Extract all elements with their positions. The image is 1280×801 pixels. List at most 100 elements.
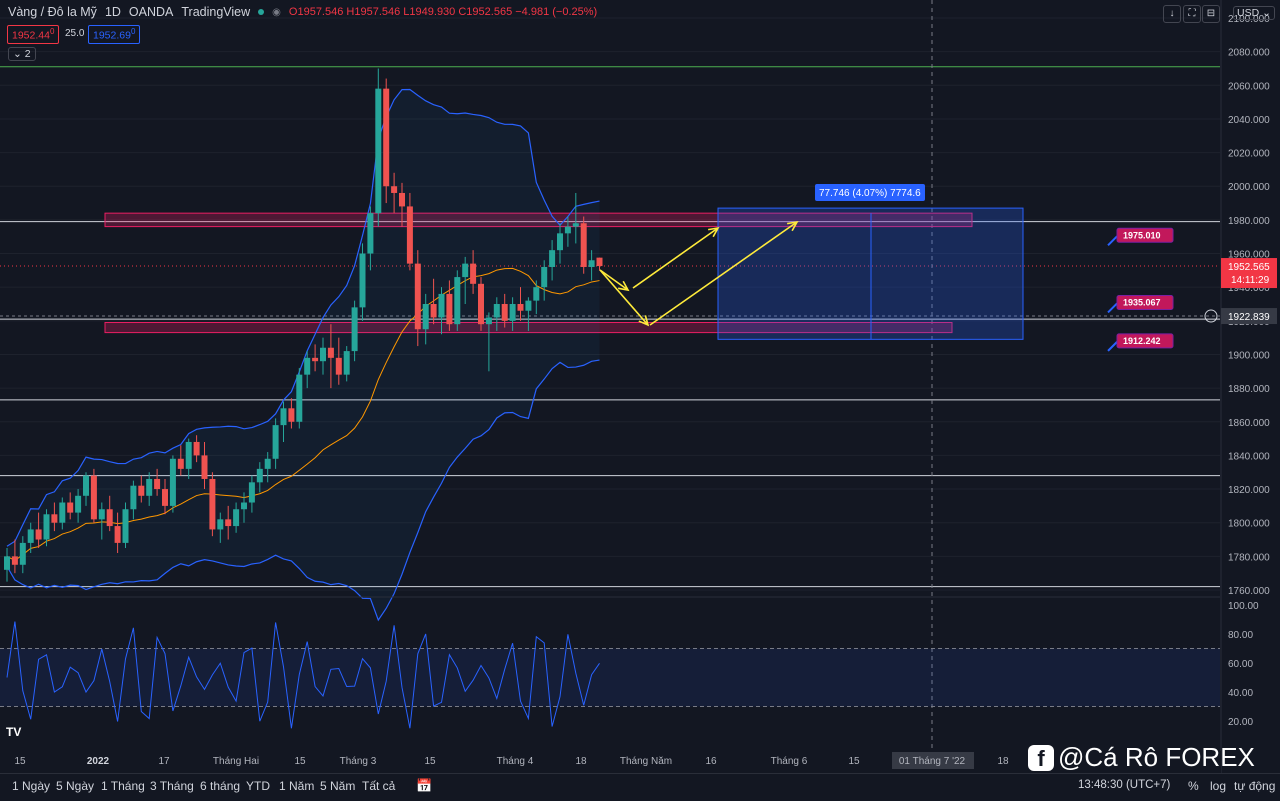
timeframe-button[interactable]: 1 Ngày [12,779,51,793]
interval[interactable]: 1D [104,5,121,19]
trend-arrow[interactable] [632,227,719,289]
candle[interactable] [225,519,232,527]
candle[interactable] [564,226,571,234]
moving-average[interactable] [6,267,600,562]
candle[interactable] [130,485,137,510]
price-axis[interactable] [1221,0,1280,773]
candle[interactable] [327,347,334,358]
candle[interactable] [391,186,398,193]
plus-icon[interactable] [1204,309,1218,323]
candle[interactable] [596,257,603,267]
candle[interactable] [549,250,556,267]
candle[interactable] [185,441,192,469]
candle[interactable] [67,502,74,513]
candle[interactable] [98,509,105,520]
candle[interactable] [517,304,524,311]
candle[interactable] [296,374,303,422]
candle[interactable] [177,458,184,469]
candle[interactable] [580,223,587,267]
candle[interactable] [462,263,469,278]
candle[interactable] [351,307,358,352]
candle[interactable] [406,206,413,264]
candle[interactable] [19,542,26,565]
trend-arrow[interactable] [649,221,798,326]
level-label-bg[interactable] [1116,227,1174,243]
candle[interactable] [588,260,595,267]
rsi-line[interactable] [6,621,600,729]
candle[interactable] [27,529,34,543]
symbol-name[interactable]: Vàng / Đô la Mỹ [8,5,97,19]
candle[interactable] [75,495,82,513]
timeframe-button[interactable]: 1 Năm [279,779,315,793]
indicators-toggle[interactable]: ⌄ 2 [8,47,36,61]
candle[interactable] [501,304,508,321]
candle[interactable] [320,347,326,362]
timeframe-button[interactable]: 1 Tháng [101,779,145,793]
log-toggle[interactable]: log [1210,779,1227,793]
candle[interactable] [51,514,58,523]
candle[interactable] [169,458,176,506]
candle[interactable] [11,556,18,565]
eye-icon[interactable]: ◉ [272,6,281,18]
trend-arrow[interactable] [599,269,629,291]
resistance-zone[interactable] [104,212,973,228]
candle[interactable] [509,304,516,321]
candle[interactable] [572,223,579,227]
candle[interactable] [525,300,532,311]
candle[interactable] [83,475,89,496]
candle[interactable] [343,351,350,375]
candle[interactable] [193,441,200,456]
candle[interactable] [375,88,382,214]
auto-toggle[interactable]: tự động [1234,779,1276,793]
arrow-down-icon[interactable]: ↓ [1163,5,1181,23]
candle[interactable] [114,526,121,543]
candle[interactable] [335,357,342,375]
candle[interactable] [59,502,66,523]
timeframe-button[interactable]: 3 Tháng [150,779,194,793]
trend-arrow[interactable] [599,269,649,326]
ask-price-button[interactable]: 1952.690 [88,25,141,44]
candle[interactable] [217,519,224,530]
candle[interactable] [241,502,247,510]
clock[interactable]: 13:48:30 (UTC+7) [1078,779,1171,791]
candle[interactable] [478,283,484,325]
candle[interactable] [4,556,10,570]
candle[interactable] [256,468,263,483]
candle[interactable] [312,357,319,362]
candle[interactable] [146,478,153,496]
candle[interactable] [280,408,287,426]
candle[interactable] [90,475,97,520]
candle[interactable] [35,529,42,540]
candle[interactable] [446,293,453,325]
candle[interactable] [233,509,240,527]
currency-selector[interactable]: USD ⌄ [1233,6,1275,20]
candle[interactable] [201,455,208,479]
collapse-icon[interactable]: ⊟ [1202,5,1220,23]
candle[interactable] [367,213,374,254]
timeframe-button[interactable]: 5 Ngày [56,779,95,793]
candle[interactable] [557,233,563,251]
candle[interactable] [430,304,437,318]
timeframe-button[interactable]: 5 Năm [320,779,356,793]
candle[interactable] [533,287,540,301]
candle[interactable] [359,253,366,308]
candle[interactable] [438,293,445,318]
candle[interactable] [154,478,161,490]
candle[interactable] [454,277,461,325]
candle[interactable] [470,263,477,284]
candle[interactable] [43,514,50,540]
level-label-bg[interactable] [1116,294,1174,310]
candle[interactable] [122,509,129,543]
candle[interactable] [485,317,492,325]
candle[interactable] [541,266,548,288]
candle[interactable] [138,485,145,496]
timeframe-button[interactable]: Tất cả [362,779,396,793]
candle[interactable] [264,458,271,469]
fullscreen-icon[interactable]: ⛶ [1183,5,1201,23]
candle[interactable] [493,304,500,318]
candle[interactable] [288,408,295,422]
candle[interactable] [162,489,168,506]
candle[interactable] [106,509,113,527]
candle[interactable] [272,425,279,459]
